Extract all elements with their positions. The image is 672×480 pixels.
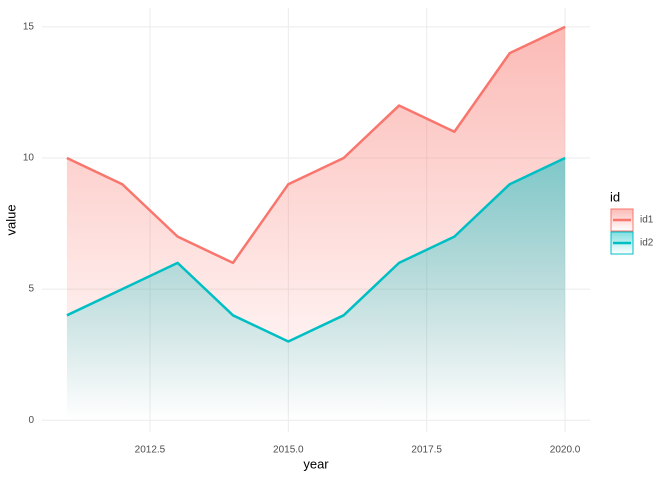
x-axis-label: year (303, 456, 329, 471)
x-tick-label: 2012.5 (135, 445, 166, 456)
y-axis-label: value (3, 204, 18, 235)
legend-label: id2 (640, 238, 654, 249)
x-tick-label: 2015.0 (273, 445, 304, 456)
y-tick-label: 0 (28, 415, 34, 426)
x-tick-label: 2017.5 (411, 445, 442, 456)
y-tick-label: 15 (23, 22, 35, 33)
legend-title: id (610, 189, 620, 204)
x-tick-label: 2020.0 (550, 445, 581, 456)
y-tick-label: 10 (23, 153, 35, 164)
y-tick-label: 5 (28, 284, 34, 295)
line (66, 156, 566, 343)
line (66, 25, 566, 265)
legend-label: id1 (640, 215, 654, 226)
area (66, 157, 566, 421)
